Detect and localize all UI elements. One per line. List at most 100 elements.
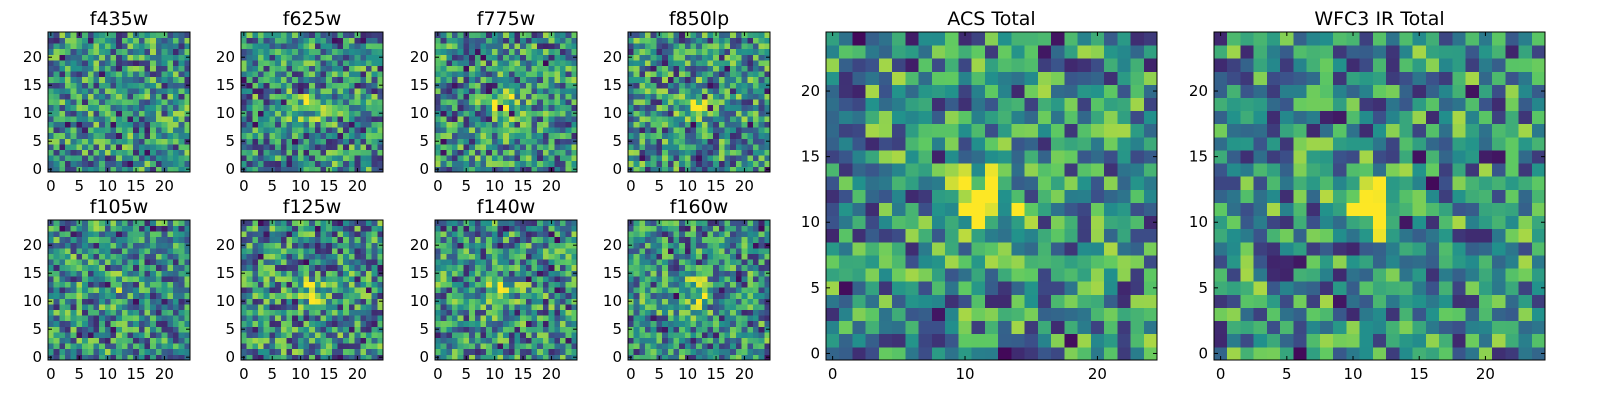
heatmap-cell (297, 37, 304, 44)
heatmap-cell (87, 149, 94, 156)
heatmap-cell (280, 166, 287, 173)
heatmap-cell (280, 220, 287, 226)
heatmap-cell (684, 65, 691, 72)
heatmap-cell (360, 315, 367, 322)
heatmap-cell (252, 332, 259, 338)
heatmap-cell (486, 326, 493, 333)
heatmap-cell (491, 76, 498, 83)
heatmap-cell (673, 343, 680, 350)
heatmap-cell (645, 149, 652, 156)
heatmap-cell (474, 354, 481, 361)
heatmap-cell (263, 354, 270, 361)
heatmap-cell (469, 121, 476, 128)
heatmap-cell (741, 281, 748, 288)
heatmap-cell (314, 270, 321, 277)
heatmap-cell (365, 65, 373, 72)
heatmap-cell (59, 242, 66, 249)
heatmap-cell (314, 37, 321, 44)
heatmap-cell (286, 242, 293, 249)
x-tick-label: 20 (155, 177, 174, 195)
heatmap-cell (707, 270, 714, 277)
heatmap-cell (246, 121, 253, 128)
heatmap-cell (628, 332, 635, 338)
heatmap-cell (127, 315, 134, 322)
heatmap-cell (713, 88, 720, 94)
heatmap-cell (252, 32, 259, 38)
heatmap-cell (508, 54, 515, 61)
heatmap-cell (337, 236, 344, 243)
heatmap-cell (263, 132, 270, 139)
heatmap-cell (537, 354, 544, 361)
heatmap-cell (343, 121, 350, 128)
heatmap-cell (537, 76, 544, 83)
heatmap-cell (371, 160, 378, 167)
heatmap-cell (48, 231, 55, 238)
heatmap-cell (503, 343, 510, 350)
heatmap-cell (104, 127, 111, 134)
heatmap-cell (155, 65, 162, 72)
heatmap-cell (172, 298, 180, 305)
heatmap-cell (542, 160, 549, 167)
heatmap-cell (480, 48, 487, 55)
heatmap-cell (258, 253, 265, 260)
heatmap-cell (280, 132, 287, 139)
heatmap-cell (309, 287, 316, 294)
heatmap-cell (537, 88, 544, 94)
heatmap-cell (87, 309, 94, 316)
heatmap-cell (70, 132, 77, 139)
heatmap-cell (292, 287, 299, 294)
heatmap-cell (258, 231, 265, 238)
heatmap-cell (286, 259, 293, 266)
heatmap-cell (76, 99, 83, 106)
heatmap-cell (76, 315, 83, 322)
heatmap-cell (133, 88, 140, 94)
heatmap-cell (486, 320, 493, 327)
heatmap-cell (440, 343, 447, 350)
heatmap-cell (138, 348, 145, 355)
heatmap-cell (314, 155, 321, 162)
heatmap-cell (497, 65, 504, 72)
heatmap-cell (514, 354, 521, 361)
heatmap-cell (184, 309, 191, 316)
heatmap-cell (320, 37, 327, 44)
heatmap-cell (87, 48, 94, 55)
heatmap-cell (258, 225, 265, 232)
heatmap-cell (662, 304, 669, 310)
x-tick-label: 0 (433, 177, 443, 195)
heatmap-cell (514, 160, 521, 167)
heatmap-cell (508, 76, 515, 83)
heatmap-cell (525, 253, 532, 260)
heatmap-cell (548, 76, 555, 83)
heatmap-cell (178, 88, 185, 94)
heatmap-cell (718, 82, 725, 89)
heatmap-cell (633, 88, 640, 94)
heatmap-cell (348, 60, 355, 66)
heatmap-cell (275, 332, 282, 338)
heatmap-cell (633, 166, 640, 173)
heatmap-cell (446, 337, 453, 344)
heatmap-cell (167, 99, 174, 106)
heatmap-cell (752, 309, 760, 316)
heatmap-cell (707, 315, 714, 322)
heatmap-cell (365, 82, 373, 89)
x-tick-label: 20 (348, 365, 367, 383)
heatmap-cell (718, 104, 725, 111)
heatmap-cell (110, 138, 117, 145)
heatmap-cell (497, 332, 504, 338)
heatmap-cell (639, 348, 646, 355)
heatmap-cell (673, 32, 680, 38)
heatmap-cell (303, 121, 310, 128)
heatmap-cell (554, 48, 561, 55)
heatmap-cell (292, 315, 299, 322)
heatmap-cell (633, 93, 640, 100)
heatmap-cell (65, 149, 72, 156)
heatmap-cell (65, 298, 72, 305)
heatmap-cell (639, 155, 646, 162)
heatmap-cell (280, 348, 287, 355)
heatmap-cell (679, 32, 686, 38)
heatmap-cell (662, 144, 669, 150)
heatmap-cell (371, 166, 378, 173)
heatmap-cell (314, 242, 321, 249)
heatmap-cell (167, 281, 174, 288)
heatmap-cell (491, 320, 498, 327)
